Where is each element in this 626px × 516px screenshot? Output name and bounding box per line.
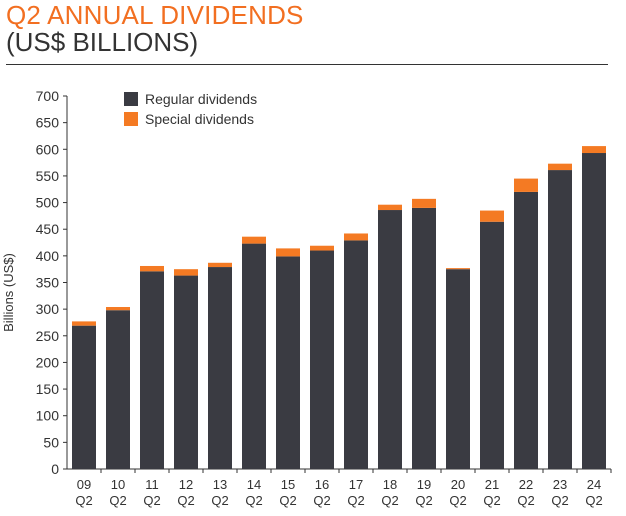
bar-special [276,248,300,257]
x-tick-label: Q2 [551,493,568,508]
x-tick-label: Q2 [415,493,432,508]
x-tick-label: Q2 [449,493,466,508]
bar-special [412,198,436,208]
x-tick-label: 16 [315,477,329,492]
chart-subtitle: (US$ BILLIONS) [6,27,199,57]
x-tick-label: 22 [519,477,533,492]
x-tick-label: 24 [587,477,601,492]
bar-special [208,262,232,268]
legend-label: Special dividends [145,111,254,127]
bar-special [480,210,504,222]
bar-special [582,146,606,154]
x-tick-label: 19 [417,477,431,492]
bar-special [174,269,198,276]
bar-regular [72,325,96,469]
x-tick-label: 11 [145,477,159,492]
bar-regular [480,221,504,469]
x-tick-label: Q2 [177,493,194,508]
y-tick-label: 550 [36,168,60,184]
y-tick-label: 250 [36,328,60,344]
x-tick-label: Q2 [483,493,500,508]
y-tick-label: 450 [36,221,60,237]
x-tick-label: 15 [281,477,295,492]
y-tick-label: 200 [36,354,60,370]
x-tick-label: 13 [213,477,227,492]
x-tick-label: 18 [383,477,397,492]
chart-title: Q2 ANNUAL DIVIDENDS [6,0,304,30]
y-tick-label: 350 [36,275,60,291]
bar-regular [446,269,470,469]
title-divider [6,64,608,65]
bar-regular [548,170,572,469]
bar-special [140,265,164,272]
x-tick-label: 21 [485,477,499,492]
y-tick-label: 700 [36,88,60,104]
bar-regular [242,243,266,469]
y-tick-label: 50 [43,434,59,450]
x-tick-label: 17 [349,477,363,492]
y-tick-label: 300 [36,301,60,317]
y-axis-label: Billions (US$) [1,253,16,332]
bar-regular [174,275,198,469]
x-tick-label: Q2 [245,493,262,508]
x-tick-label: Q2 [517,493,534,508]
y-tick-label: 500 [36,195,60,211]
y-tick-label: 150 [36,381,60,397]
x-tick-label: Q2 [75,493,92,508]
x-tick-label: Q2 [381,493,398,508]
bar-special [514,178,538,192]
x-tick-label: Q2 [143,493,160,508]
x-tick-label: Q2 [585,493,602,508]
bar-special [548,163,572,171]
x-tick-label: Q2 [347,493,364,508]
bar-special [106,307,130,311]
y-tick-label: 100 [36,408,60,424]
legend-swatch [124,112,138,126]
x-tick-label: 10 [111,477,125,492]
bar-special [72,321,96,326]
bar-special [378,204,402,211]
x-tick-label: 14 [247,477,261,492]
bar-special [310,245,334,251]
y-tick-label: 600 [36,141,60,157]
bar-regular [378,210,402,469]
bar-regular [140,271,164,469]
bar-special [242,236,266,244]
x-tick-label: Q2 [279,493,296,508]
bar-special [344,233,368,241]
y-tick-label: 400 [36,248,60,264]
bar-regular [276,256,300,469]
bar-regular [582,153,606,469]
bar-regular [412,207,436,469]
bar-regular [310,250,334,469]
x-tick-label: 09 [77,477,91,492]
bar-regular [208,267,232,469]
bar-regular [344,240,368,469]
legend-swatch [124,92,138,106]
x-tick-label: Q2 [313,493,330,508]
x-tick-label: 20 [451,477,465,492]
x-tick-label: 23 [553,477,567,492]
y-tick-label: 650 [36,115,60,131]
bar-special [446,268,470,270]
y-tick-label: 0 [51,461,59,477]
bar-regular [514,191,538,469]
x-tick-label: 12 [179,477,193,492]
x-tick-label: Q2 [109,493,126,508]
bar-regular [106,310,130,469]
legend-label: Regular dividends [145,91,257,107]
x-tick-label: Q2 [211,493,228,508]
